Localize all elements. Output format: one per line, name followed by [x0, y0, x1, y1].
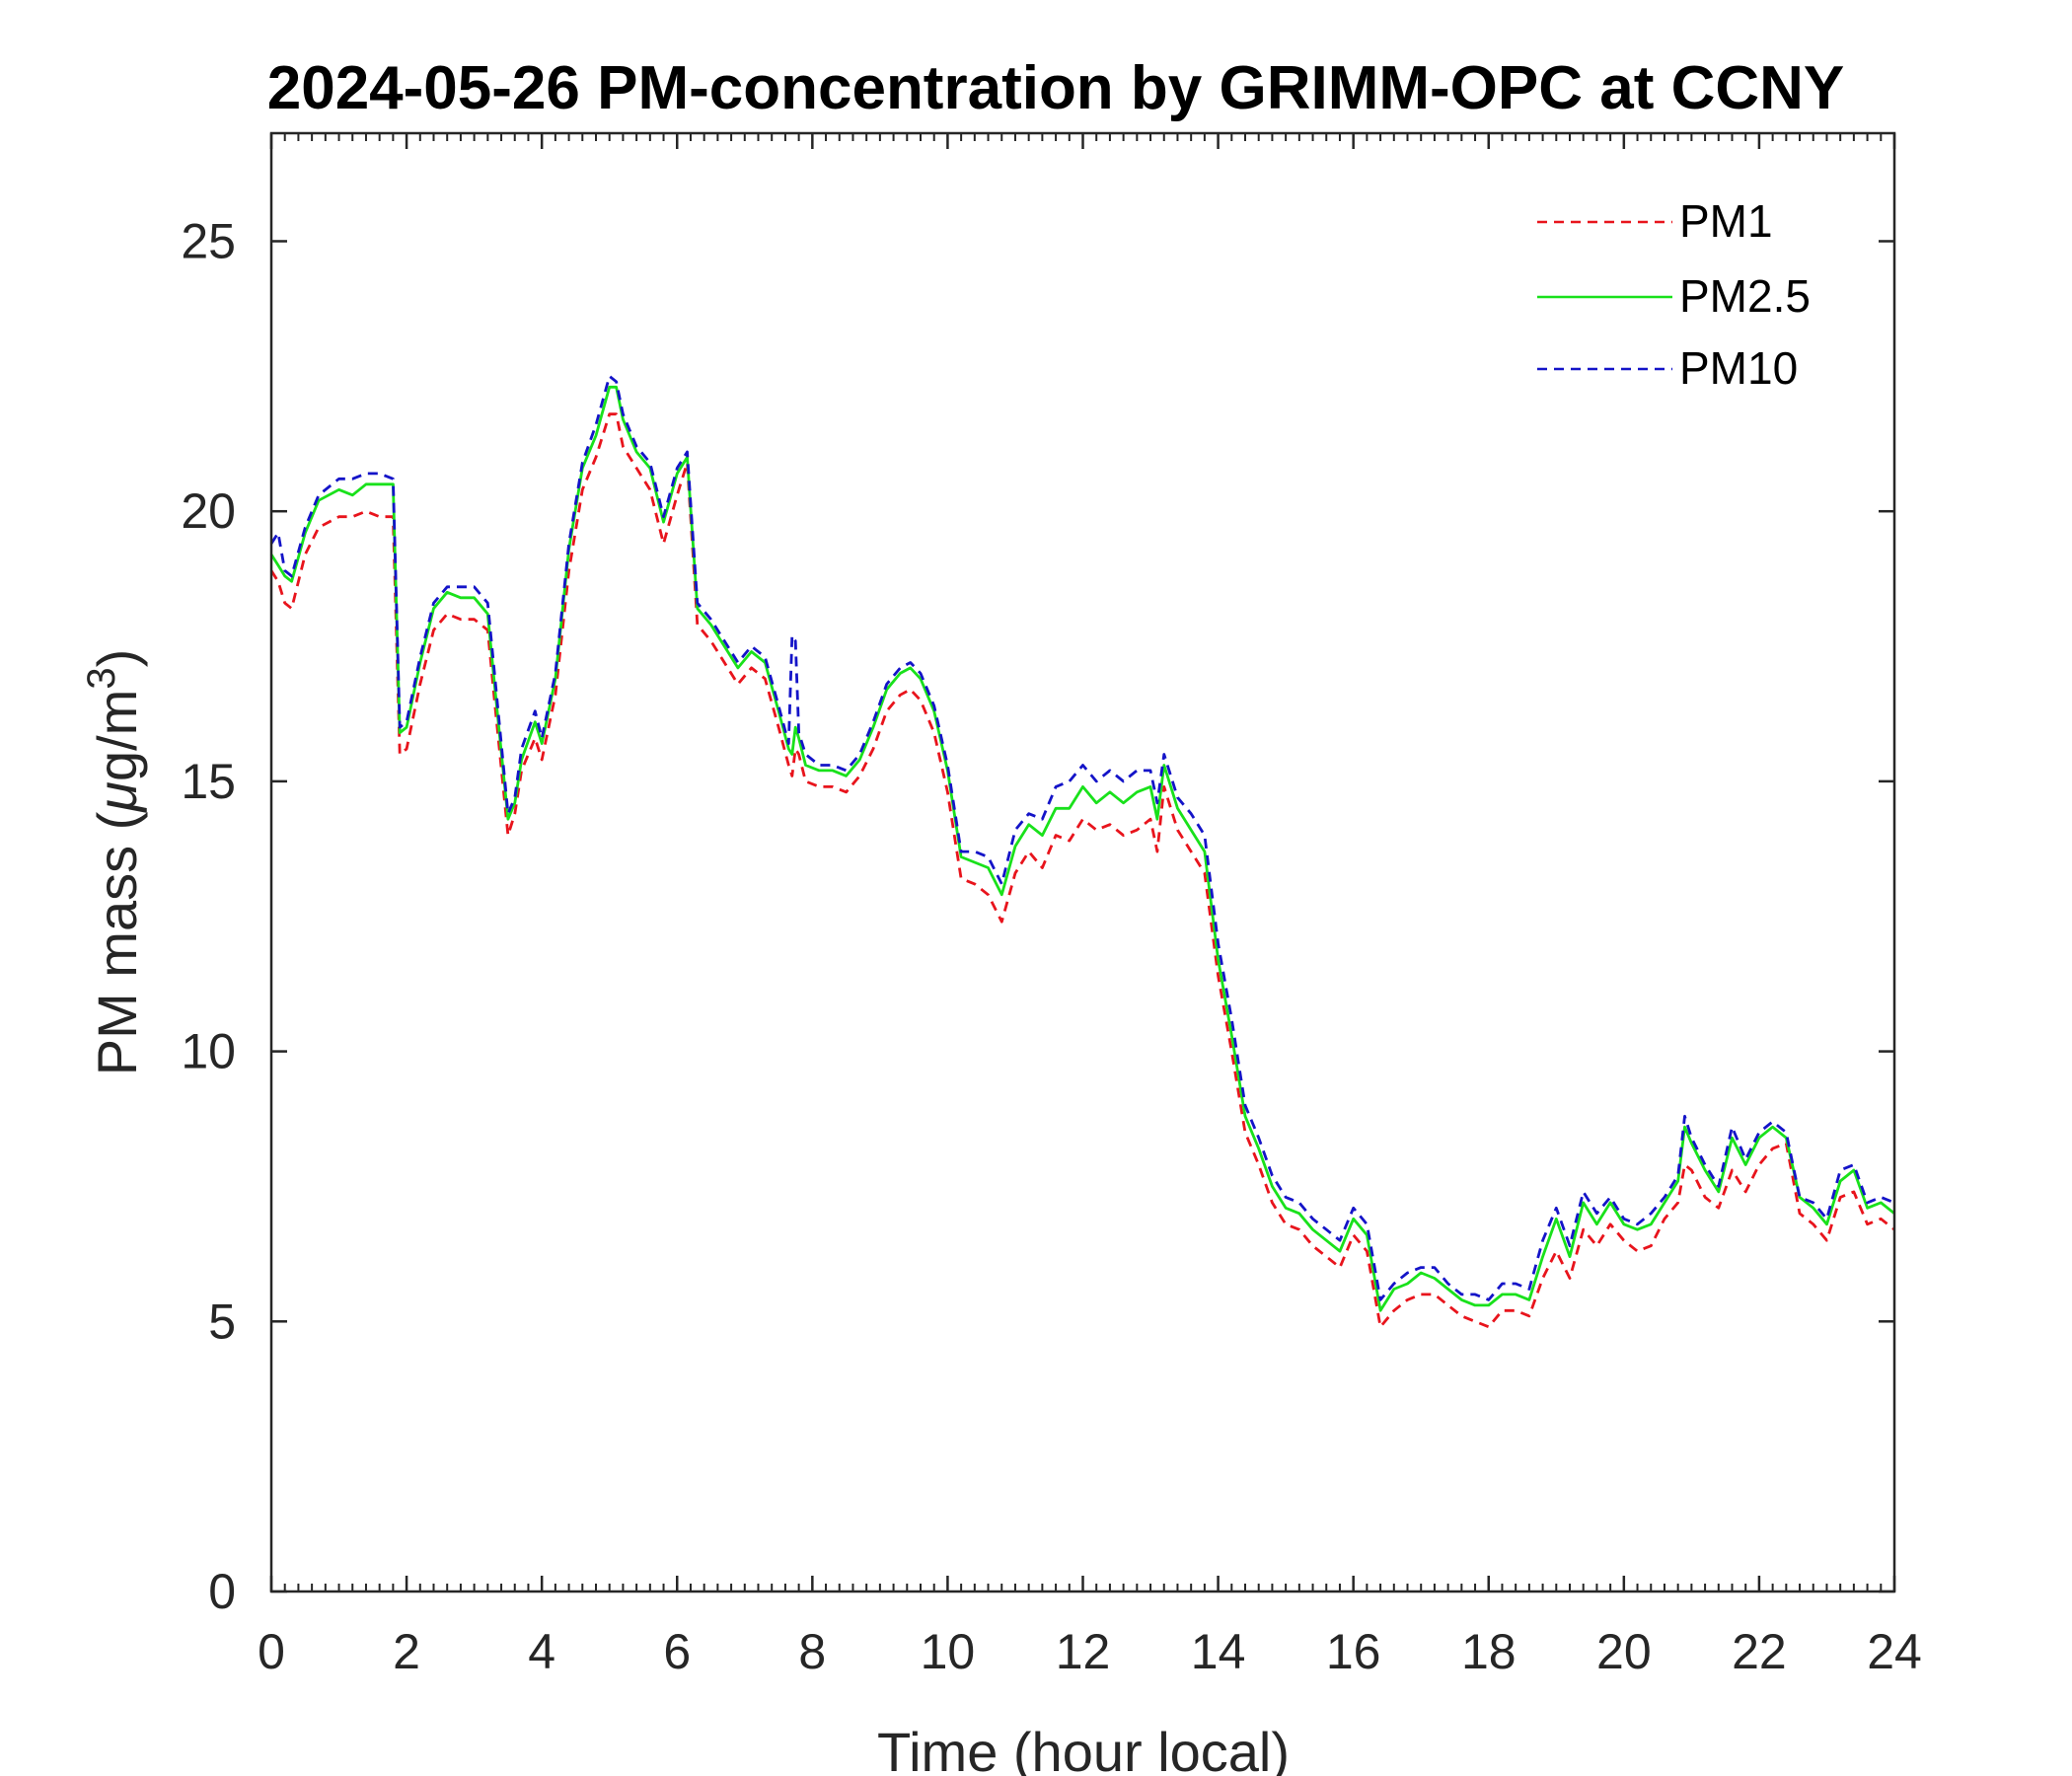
x-axis-label: Time (hour local): [877, 1721, 1290, 1776]
x-tick-label: 20: [1596, 1624, 1652, 1679]
x-tick-label: 14: [1191, 1624, 1246, 1679]
y-tick-label: 20: [181, 483, 236, 539]
y-tick-labels: 0 5 10 15 20 25: [181, 213, 236, 1619]
x-tick-label: 22: [1732, 1624, 1787, 1679]
x-tick-label: 18: [1461, 1624, 1517, 1679]
x-tick-label: 6: [663, 1624, 691, 1679]
y-axis-label: PM mass (μg/m3): [80, 649, 148, 1076]
x-tick-labels: 0 2 4 6 8 10 12 14 16 18 20 22 24: [258, 1624, 1922, 1679]
legend: PM1 PM2.5 PM10: [1537, 195, 1811, 394]
legend-label-pm25: PM2.5: [1679, 270, 1811, 322]
x-tick-label: 4: [528, 1624, 555, 1679]
legend-label-pm1: PM1: [1679, 195, 1773, 247]
x-tick-label: 8: [798, 1624, 826, 1679]
plot-frame: [269, 131, 1896, 1593]
y-axis-label-close: ): [86, 649, 148, 668]
y-tick-label: 5: [208, 1294, 236, 1349]
y-axis-label-unit: g/m: [86, 690, 148, 781]
y-tick-label: 10: [181, 1024, 236, 1079]
legend-label-pm10: PM10: [1679, 342, 1798, 394]
y-axis-label-main: PM mass (: [86, 811, 148, 1075]
series-line-pm10: [269, 374, 1895, 1301]
series-layer: [269, 374, 1895, 1329]
x-tick-label: 12: [1056, 1624, 1111, 1679]
chart-title: 2024-05-26 PM-concentration by GRIMM-OPC…: [267, 54, 1845, 122]
y-axis-label-sup: 3: [80, 667, 123, 689]
series-line-pm1: [269, 412, 1895, 1329]
x-tick-label: 24: [1867, 1624, 1922, 1679]
x-tick-label: 10: [921, 1624, 976, 1679]
y-tick-label: 15: [181, 754, 236, 809]
x-tick-label: 2: [393, 1624, 420, 1679]
y-tick-label: 25: [181, 213, 236, 268]
x-tick-label: 16: [1326, 1624, 1381, 1679]
series-line-pm25: [269, 385, 1895, 1312]
x-tick-label: 0: [258, 1624, 285, 1679]
y-axis-label-mu: μ: [86, 781, 148, 814]
y-tick-label: 0: [208, 1564, 236, 1619]
axis-ticks: [269, 133, 1896, 1593]
